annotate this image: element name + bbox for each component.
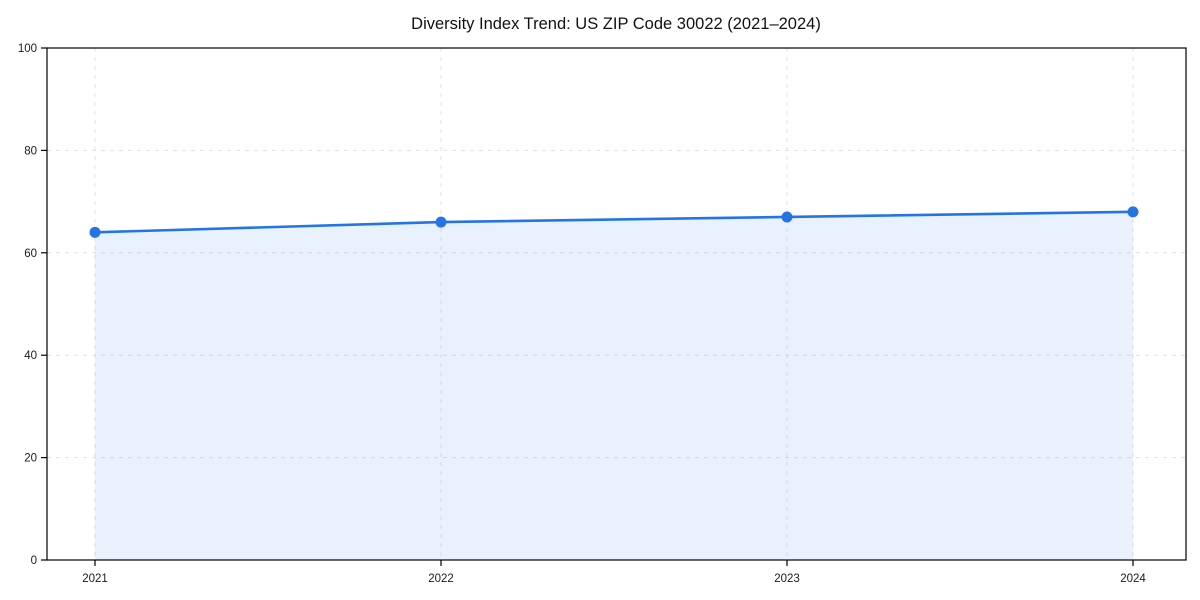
y-tick-label: 80 <box>24 145 37 157</box>
data-point <box>435 216 447 228</box>
y-tick-label: 100 <box>18 43 37 55</box>
data-point <box>1127 206 1139 218</box>
y-tick-label: 20 <box>24 453 37 465</box>
data-point <box>781 211 793 223</box>
x-tick-label: 2024 <box>1120 573 1146 585</box>
y-tick-label: 0 <box>31 555 37 567</box>
trend-line <box>93 210 1135 234</box>
axes-layer: 0 20 40 60 80 100 2021 2022 2023 2024 <box>18 43 1187 585</box>
x-tick-label: 2022 <box>428 573 454 585</box>
chart-title: Diversity Index Trend: US ZIP Code 30022… <box>411 15 821 33</box>
x-tick-label: 2021 <box>82 573 108 585</box>
y-tick-label: 60 <box>24 248 37 260</box>
data-point <box>89 226 101 238</box>
grid-layer <box>47 48 1186 560</box>
plot-frame <box>46 47 1187 561</box>
x-tick-label: 2023 <box>774 573 800 585</box>
y-tick-label: 40 <box>24 350 37 362</box>
area-fill <box>95 211 1133 560</box>
series-layer <box>89 206 1139 560</box>
